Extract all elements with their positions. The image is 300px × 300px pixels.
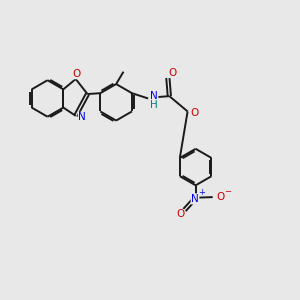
Text: N: N	[78, 112, 86, 122]
Text: N: N	[150, 91, 157, 101]
Text: O: O	[217, 192, 225, 202]
Text: H: H	[150, 100, 157, 110]
Text: O: O	[176, 209, 184, 220]
Text: −: −	[224, 187, 232, 196]
Text: +: +	[198, 188, 205, 197]
Text: O: O	[168, 68, 176, 78]
Text: O: O	[190, 108, 198, 118]
Text: N: N	[191, 194, 199, 204]
Text: O: O	[72, 69, 80, 79]
